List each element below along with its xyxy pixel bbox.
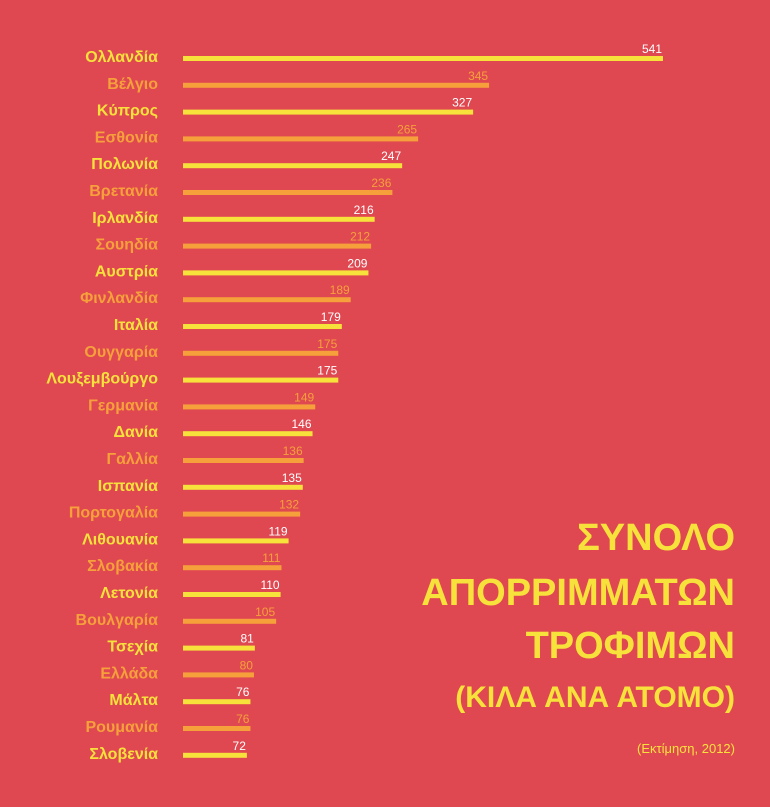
bar bbox=[183, 726, 251, 731]
category-label: Κύπρος bbox=[97, 103, 158, 120]
value-label: 136 bbox=[283, 444, 303, 458]
category-label: Πορτογαλία bbox=[69, 505, 158, 522]
value-label: 265 bbox=[397, 122, 417, 136]
category-label: Ιρλανδία bbox=[92, 210, 158, 227]
bar bbox=[183, 377, 339, 383]
category-label: Λουξεμβούργο bbox=[46, 371, 158, 388]
value-label: 72 bbox=[233, 739, 247, 753]
value-label: 189 bbox=[330, 283, 350, 297]
category-label: Ιταλία bbox=[114, 317, 158, 334]
bar bbox=[183, 82, 490, 88]
value-label: 76 bbox=[236, 712, 250, 726]
bar bbox=[183, 190, 393, 195]
value-label: 80 bbox=[240, 658, 254, 672]
bar bbox=[183, 243, 372, 249]
bar bbox=[183, 404, 316, 410]
bar bbox=[183, 458, 304, 463]
value-label: 135 bbox=[282, 471, 302, 485]
bar bbox=[183, 136, 419, 142]
category-label: Σουηδία bbox=[96, 237, 159, 254]
category-label: Γερμανία bbox=[88, 397, 158, 414]
value-label: 236 bbox=[371, 176, 391, 190]
category-label: Τσεχία bbox=[107, 639, 158, 656]
value-label: 209 bbox=[347, 256, 367, 270]
category-label: Ολλανδία bbox=[85, 49, 158, 66]
bar bbox=[183, 216, 375, 222]
category-label: Ισπανία bbox=[98, 478, 158, 495]
category-label: Σλοβενία bbox=[89, 746, 158, 763]
value-label: 76 bbox=[236, 685, 250, 699]
value-label: 327 bbox=[452, 96, 472, 110]
title-line: ΣΥΝΟΛΟ bbox=[577, 517, 735, 559]
value-label: 119 bbox=[268, 524, 287, 538]
value-label: 110 bbox=[260, 578, 279, 592]
bar bbox=[183, 484, 303, 490]
value-label: 111 bbox=[262, 551, 281, 565]
bar bbox=[183, 592, 281, 597]
bar bbox=[183, 109, 474, 115]
category-label: Πολωνία bbox=[91, 156, 158, 173]
category-label: Βρετανία bbox=[89, 183, 158, 200]
category-label: Ρουμανία bbox=[85, 719, 158, 736]
category-label: Ελλάδα bbox=[100, 665, 158, 682]
bar bbox=[183, 672, 254, 678]
value-label: 212 bbox=[350, 230, 370, 244]
bar bbox=[183, 618, 277, 624]
category-label: Ουγγαρία bbox=[84, 344, 158, 361]
bar bbox=[183, 752, 247, 758]
category-label: Λιθουανία bbox=[82, 531, 158, 548]
bar bbox=[183, 270, 369, 276]
value-label: 216 bbox=[354, 203, 374, 217]
category-label: Εσθονία bbox=[95, 129, 158, 146]
title-line: ΤΡΟΦΙΜΩΝ bbox=[526, 625, 735, 667]
bar bbox=[183, 565, 282, 571]
category-label: Γαλλία bbox=[106, 451, 158, 468]
title-block: ΣΥΝΟΛΟ ΑΠΟΡΡΙΜΜΑΤΩΝ ΤΡΟΦΙΜΩΝ (ΚΙΛΑ ΑΝΑ Α… bbox=[421, 517, 735, 756]
subtitle: (ΚΙΛΑ ΑΝΑ ΑΤΟΜΟ) bbox=[455, 681, 735, 714]
category-label: Σλοβακία bbox=[87, 558, 158, 575]
category-label: Βέλγιο bbox=[107, 76, 158, 93]
value-label: 175 bbox=[317, 337, 337, 351]
value-label: 541 bbox=[642, 42, 662, 56]
value-label: 146 bbox=[292, 417, 312, 431]
category-label: Αυστρία bbox=[95, 263, 158, 280]
bar bbox=[183, 163, 403, 169]
value-label: 132 bbox=[279, 498, 299, 512]
bar bbox=[183, 645, 255, 651]
value-label: 149 bbox=[294, 390, 314, 404]
value-label: 345 bbox=[468, 69, 488, 83]
value-label: 247 bbox=[381, 149, 401, 163]
category-label: Μάλτα bbox=[109, 692, 158, 709]
bar bbox=[183, 297, 351, 303]
category-label: Λετονία bbox=[100, 585, 158, 602]
value-label: 179 bbox=[321, 310, 341, 324]
bar bbox=[183, 324, 342, 329]
bar bbox=[183, 350, 339, 356]
bar bbox=[183, 538, 289, 544]
value-label: 105 bbox=[255, 605, 275, 619]
bar bbox=[183, 699, 251, 705]
value-label: 81 bbox=[241, 632, 255, 646]
value-label: 175 bbox=[317, 364, 337, 378]
title-line: ΑΠΟΡΡΙΜΜΑΤΩΝ bbox=[421, 572, 735, 614]
category-label: Δανία bbox=[113, 424, 158, 441]
bar bbox=[183, 511, 301, 517]
note: (Εκτίμηση, 2012) bbox=[637, 741, 735, 756]
category-label: Βουλγαρία bbox=[76, 612, 159, 629]
bar bbox=[183, 56, 663, 61]
category-label: Φινλανδία bbox=[80, 290, 158, 307]
bar bbox=[183, 431, 313, 437]
